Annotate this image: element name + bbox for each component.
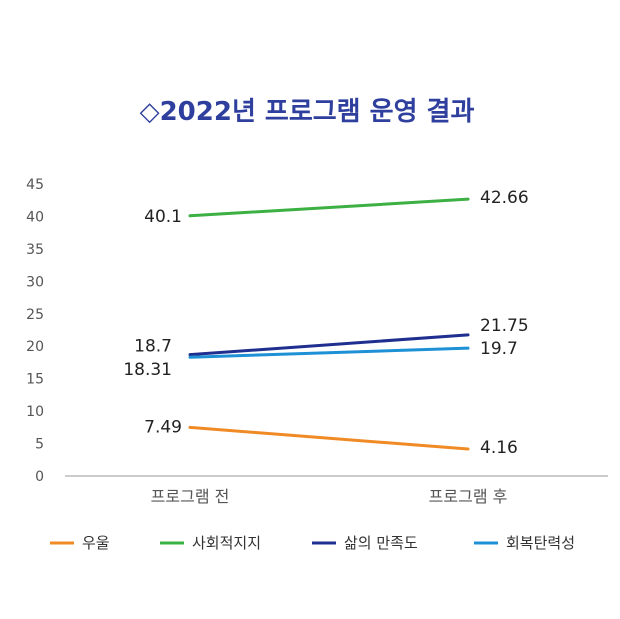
y-tick-label: 25 xyxy=(26,307,44,323)
data-labels: 7.49 4.16 40.1 42.66 18.7 21.75 18.31 19.7 xyxy=(123,188,528,458)
y-tick-label: 15 xyxy=(26,372,44,388)
y-tick-label: 10 xyxy=(26,404,44,420)
y-tick-label: 0 xyxy=(35,469,44,485)
x-axis-categories: 프로그램 전 프로그램 후 xyxy=(151,487,508,506)
data-label: 40.1 xyxy=(144,207,182,227)
legend-label: 삶의 만족도 xyxy=(344,534,418,552)
data-label: 4.16 xyxy=(480,438,518,458)
data-label: 21.75 xyxy=(480,316,529,336)
data-label: 42.66 xyxy=(480,188,529,208)
series-lines xyxy=(188,197,470,451)
data-label: 18.31 xyxy=(123,360,172,380)
data-label: 18.7 xyxy=(134,337,172,357)
y-tick-label: 40 xyxy=(26,209,44,225)
legend-label: 우울 xyxy=(82,534,110,552)
series-line xyxy=(188,425,470,451)
series-line xyxy=(188,333,470,357)
x-category-label: 프로그램 전 xyxy=(151,487,230,506)
chart-title: ◇2022년 프로그램 운영 결과 xyxy=(140,97,475,127)
y-axis-ticks: 0 5 10 15 20 25 30 35 40 45 xyxy=(26,177,44,485)
data-label: 7.49 xyxy=(144,417,182,437)
y-tick-label: 35 xyxy=(26,242,44,258)
x-category-label: 프로그램 후 xyxy=(429,487,508,506)
y-tick-label: 5 xyxy=(35,437,44,453)
y-tick-label: 30 xyxy=(26,274,44,290)
data-label: 19.7 xyxy=(480,339,518,359)
legend-label: 회복탄력성 xyxy=(506,534,575,552)
y-tick-label: 20 xyxy=(26,339,44,355)
series-line xyxy=(188,346,470,359)
y-tick-label: 45 xyxy=(26,177,44,193)
legend-label: 사회적지지 xyxy=(192,534,261,552)
series-line xyxy=(188,197,470,218)
legend: 우울 사회적지지 삶의 만족도 회복탄력성 xyxy=(50,534,575,552)
